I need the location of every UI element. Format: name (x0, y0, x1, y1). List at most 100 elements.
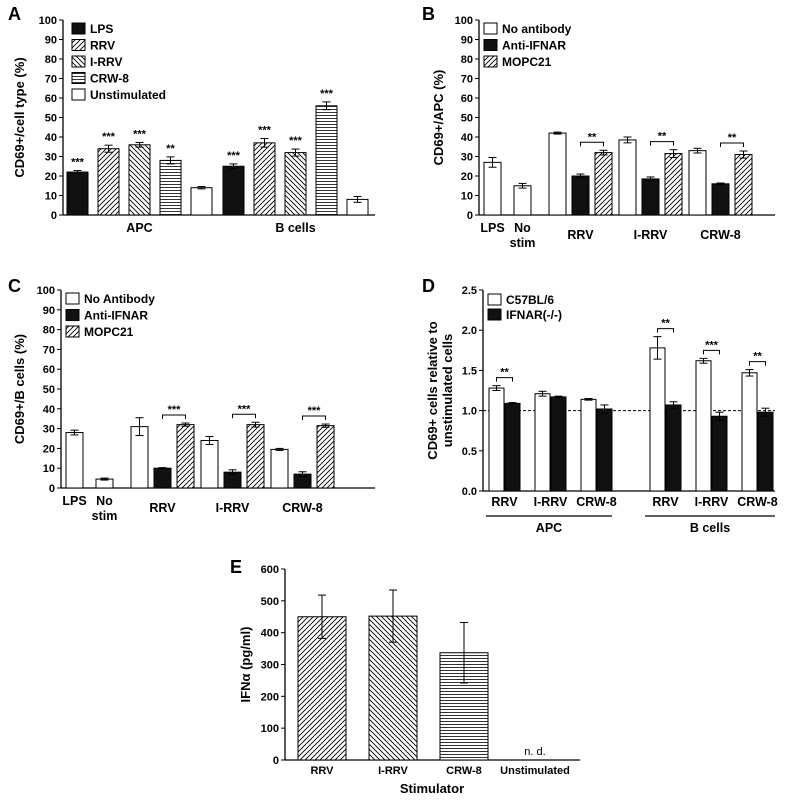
panel-d-significance-bracket (657, 328, 674, 333)
panel-a-letter: A (8, 4, 21, 24)
panel-d-y-tick-label: 1.5 (462, 365, 477, 377)
bar-crw-8 (734, 154, 753, 216)
bar-rrv (153, 467, 172, 489)
panel-c-legend-2-label: MOPC21 (84, 325, 134, 339)
panel-b-y-tick-label: 50 (461, 113, 473, 125)
legend-crw-8-label: CRW-8 (90, 72, 129, 86)
panel-c-control-label: LPS (62, 494, 86, 508)
panel-b-legend-0-label: No antibody (502, 22, 572, 36)
panel-b-y-tick-label: 100 (455, 15, 473, 27)
bar-c57bl6 (741, 372, 758, 492)
panel-b-y-tick-label: 40 (461, 132, 473, 144)
bar-c57bl6 (580, 398, 597, 492)
bar-ifnar (757, 411, 774, 492)
significance-label: *** (320, 88, 334, 100)
bar-crw-8 (711, 183, 730, 216)
panel-d-significance-bracket (496, 377, 513, 382)
legend-i-rrv-swatch (71, 55, 86, 68)
panel-c-legend-1-label: Anti-IFNAR (84, 309, 148, 323)
panel-a-y-tick-label: 100 (39, 15, 57, 27)
panel-b-legend-2-label: MOPC21 (502, 55, 552, 69)
panel-d-legend-1-label: IFNAR(-/-) (506, 308, 562, 322)
panel-e-y-tick-label: 0 (273, 755, 279, 767)
panel-b-y-label: CD69+/APC (%) (431, 70, 446, 166)
panel-d-category-label: I-RRV (534, 495, 568, 509)
panel-d-significance: ** (753, 351, 762, 363)
panel-c-group-label: I-RRV (216, 501, 250, 515)
panel-d-significance-bracket (703, 349, 720, 355)
panel-c-y-tick-label: 10 (43, 463, 55, 475)
bar-control (483, 161, 502, 216)
bar-crw-8 (688, 150, 707, 216)
panel-a-group-label: APC (126, 221, 152, 235)
panel-d-category-label: CRW-8 (576, 495, 617, 509)
panel-a-y-tick-label: 10 (45, 191, 57, 203)
bar-control (65, 432, 84, 489)
panel-b-control-label: LPS (480, 221, 504, 235)
panel-d-supergroup-label: APC (536, 521, 562, 535)
panel-b-y-tick-label: 70 (461, 74, 473, 86)
panel-c-y-tick-label: 70 (43, 344, 55, 356)
panel-e-y-tick-label: 600 (261, 564, 279, 576)
panel-c-y-tick-label: 0 (49, 483, 55, 495)
panel-e-y-tick-label: 500 (261, 596, 279, 608)
panel-c-significance-bracket (302, 415, 326, 421)
panel-a-y-tick-label: 90 (45, 35, 57, 47)
bar-ifnar (665, 404, 682, 492)
legend-rrv-swatch (71, 39, 86, 51)
bar-i-rrv (246, 424, 265, 489)
bar-i-rrv (664, 153, 683, 216)
panel-a-y-tick-label: 0 (51, 210, 57, 222)
panel-d-y-tick-label: 0.0 (462, 486, 477, 498)
panel-b-letter: B (422, 4, 435, 24)
bar-rrv (176, 424, 195, 489)
panel-e-category-label: CRW-8 (446, 765, 482, 777)
panel-c-legend-2-swatch (65, 325, 80, 338)
panel-e-y-label: IFNα (pg/ml) (238, 627, 253, 703)
bar-ifnar (596, 408, 613, 492)
panel-e-y-tick-label: 200 (261, 691, 279, 703)
significance-label: ** (166, 143, 175, 155)
panel-b-y-tick-label: 0 (467, 210, 473, 222)
panel-b-group-label: RRV (567, 228, 594, 242)
significance-label: *** (289, 135, 303, 147)
panel-c-significance-bracket (232, 413, 256, 419)
panel-c-group-label: RRV (149, 501, 176, 515)
legend-crw-8-swatch (71, 72, 86, 84)
panel-e-x-label: Stimulator (400, 781, 464, 796)
panel-c-significance: *** (308, 405, 322, 417)
panel-c-y-tick-label: 30 (43, 424, 55, 436)
panel-b-y-tick-label: 30 (461, 152, 473, 164)
bar-crw-8 (316, 425, 335, 489)
bar-crw-8 (315, 105, 338, 216)
panel-a-y-tick-label: 70 (45, 74, 57, 86)
panel-b-group-label: CRW-8 (700, 228, 741, 242)
panel-b-legend-2-swatch (483, 55, 498, 68)
panel-d-category-label: RRV (652, 495, 679, 509)
panel-c: C 0 10 20 30 40 50 60 70 80 90 100 LPS No stim *** RRV **… (8, 276, 375, 523)
panel-d-significance: ** (500, 367, 509, 379)
panel-c-group-label: CRW-8 (282, 501, 323, 515)
bar-c57bl6 (649, 347, 666, 492)
panel-d-y-tick-label: 2.0 (462, 325, 477, 337)
panel-d-y-tick-label: 2.5 (462, 285, 477, 297)
panel-d-category-label: CRW-8 (737, 495, 778, 509)
bar-rrv (548, 132, 567, 216)
panel-d-significance: ** (661, 318, 670, 330)
panel-c-control-label: No stim (92, 494, 118, 523)
panel-b-y-tick-label: 80 (461, 54, 473, 66)
panel-e-category-label: Unstimulated (500, 765, 570, 777)
bar-c57bl6 (534, 393, 551, 492)
panel-e-y-tick-label: 300 (261, 660, 279, 672)
panel-c-y-tick-label: 60 (43, 364, 55, 376)
panel-d: D 0.0 0.5 1.0 1.5 2.0 2.5 ** RRV I-RRV CRW-8 ** RRV *… (422, 276, 778, 535)
significance-label: *** (102, 131, 116, 143)
panel-a-y-tick-label: 30 (45, 152, 57, 164)
bar-i-rrv (200, 439, 219, 489)
panel-c-legend-0-label: No Antibody (84, 292, 155, 306)
panel-a-y-tick-label: 40 (45, 132, 57, 144)
bar-c57bl6 (488, 387, 505, 492)
legend-i-rrv-label: I-RRV (90, 55, 122, 69)
bar-i-rrv (128, 144, 151, 216)
not-detected-label: n. d. (524, 746, 545, 758)
